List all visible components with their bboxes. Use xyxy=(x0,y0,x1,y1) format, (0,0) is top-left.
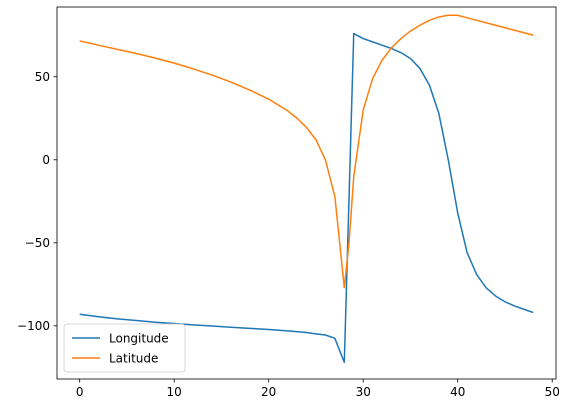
x-tick-label: 50 xyxy=(545,385,560,399)
legend-box xyxy=(63,323,186,373)
series-line-longitude xyxy=(79,32,534,364)
x-tick-label: 40 xyxy=(450,385,465,399)
axes-frame xyxy=(56,6,557,380)
legend-label-longitude: Longitude xyxy=(109,331,169,345)
plot-area xyxy=(79,14,534,364)
y-tick-label: −50 xyxy=(25,236,50,250)
series-line-latitude xyxy=(79,14,534,289)
x-tick-label: 10 xyxy=(167,385,182,399)
y-tick-label: 0 xyxy=(42,153,50,167)
y-tick-label: −100 xyxy=(17,319,50,333)
legend-label-latitude: Latitude xyxy=(109,351,158,365)
axes: 0 10 20 30 40 50 −100 −50 0 50 xyxy=(17,6,560,399)
x-tick-label: 30 xyxy=(356,385,371,399)
x-tick-label: 0 xyxy=(76,385,84,399)
legend: Longitude Latitude xyxy=(63,323,186,373)
x-tick-label: 20 xyxy=(261,385,276,399)
y-tick-label: 50 xyxy=(35,70,50,84)
